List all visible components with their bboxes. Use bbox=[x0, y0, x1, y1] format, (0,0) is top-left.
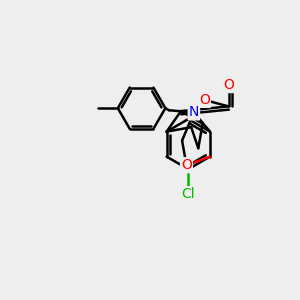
Text: O: O bbox=[199, 93, 210, 107]
Text: Cl: Cl bbox=[182, 187, 195, 201]
Text: O: O bbox=[223, 78, 234, 92]
Text: O: O bbox=[181, 158, 192, 172]
Text: N: N bbox=[189, 105, 199, 119]
